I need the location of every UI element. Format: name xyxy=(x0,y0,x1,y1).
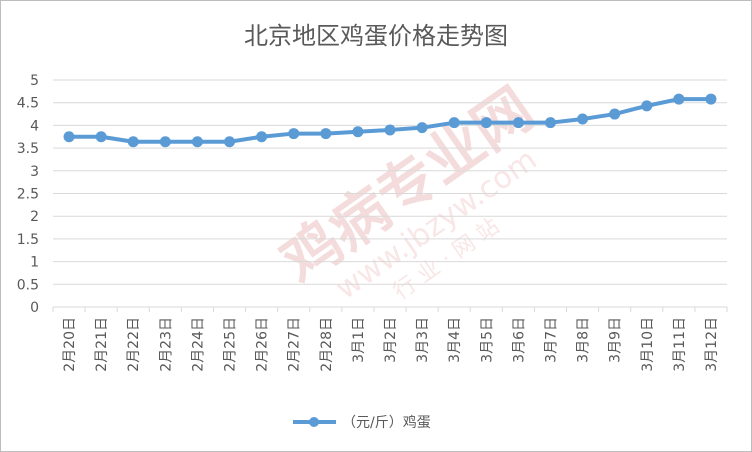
data-point xyxy=(448,117,460,129)
data-point xyxy=(224,136,236,148)
data-point xyxy=(705,93,717,105)
data-point xyxy=(352,126,364,138)
y-tick-label: 3 xyxy=(30,164,39,180)
data-point xyxy=(191,136,203,148)
y-tick-label: 2 xyxy=(30,209,39,225)
data-point xyxy=(320,128,332,140)
x-tick-label: 3月4日 xyxy=(447,317,463,363)
x-tick-label: 3月3日 xyxy=(415,317,431,363)
data-point xyxy=(512,117,524,129)
data-point xyxy=(577,113,589,125)
data-point xyxy=(544,117,556,129)
y-tick-label: 3.5 xyxy=(17,141,39,157)
x-tick-label: 2月28日 xyxy=(319,317,335,372)
y-tick-label: 2.5 xyxy=(17,187,39,203)
x-tick-label: 3月1日 xyxy=(351,317,367,363)
data-point xyxy=(609,108,621,120)
y-tick-label: 1 xyxy=(30,255,39,271)
data-point xyxy=(95,131,107,143)
x-tick-label: 3月9日 xyxy=(608,317,624,363)
data-point xyxy=(288,128,300,140)
x-tick-label: 3月2日 xyxy=(383,317,399,363)
x-tick-label: 3月8日 xyxy=(576,317,592,363)
x-tick-label: 2月20日 xyxy=(62,317,78,372)
legend-label: （元/斤）鸡蛋 xyxy=(342,414,431,431)
y-axis-ticks: 0 0.5 1 1.5 2 2.5 3 3.5 4 4.5 5 xyxy=(17,73,39,316)
x-tick-label: 3月12日 xyxy=(704,317,720,372)
y-tick-label: 1.5 xyxy=(17,232,39,248)
y-tick-label: 4.5 xyxy=(17,96,39,112)
data-point xyxy=(416,122,428,134)
y-tick-label: 0.5 xyxy=(17,277,39,293)
chart-title: 北京地区鸡蛋价格走势图 xyxy=(244,22,508,50)
x-tick-label: 3月10日 xyxy=(640,317,656,372)
x-tick-label: 2月27日 xyxy=(287,317,303,372)
x-tick-label: 3月7日 xyxy=(543,317,559,363)
data-point xyxy=(480,117,492,129)
data-point xyxy=(256,131,268,143)
x-tick-label: 2月22日 xyxy=(126,317,142,372)
y-tick-label: 5 xyxy=(30,73,39,89)
x-tick-label: 3月6日 xyxy=(511,317,527,363)
series-layer xyxy=(63,93,717,148)
watermark: 鸡病专业网 www.jbzyw.com 行 业 · 网 站 xyxy=(269,74,546,306)
x-tick-label: 3月11日 xyxy=(672,317,688,372)
x-tick-label: 2月26日 xyxy=(255,317,271,372)
x-axis-ticks: 2月20日 2月21日 2月22日 2月23日 2月24日 2月25日 2月26日 2月27日… xyxy=(62,317,720,372)
x-tick-label: 2月25日 xyxy=(223,317,239,372)
data-point xyxy=(641,100,653,112)
y-tick-label: 0 xyxy=(30,300,39,316)
data-point xyxy=(63,131,75,143)
data-point xyxy=(159,136,171,148)
legend: （元/斤）鸡蛋 xyxy=(293,414,431,431)
x-tick-label: 2月24日 xyxy=(190,317,206,372)
y-tick-label: 4 xyxy=(30,118,39,134)
x-tick-label: 2月23日 xyxy=(158,317,174,372)
data-point xyxy=(127,136,139,148)
data-point xyxy=(673,93,685,105)
data-point xyxy=(384,124,396,136)
legend-marker xyxy=(309,417,319,427)
x-tick-label: 3月5日 xyxy=(479,317,495,363)
x-tick-label: 2月21日 xyxy=(94,317,110,372)
